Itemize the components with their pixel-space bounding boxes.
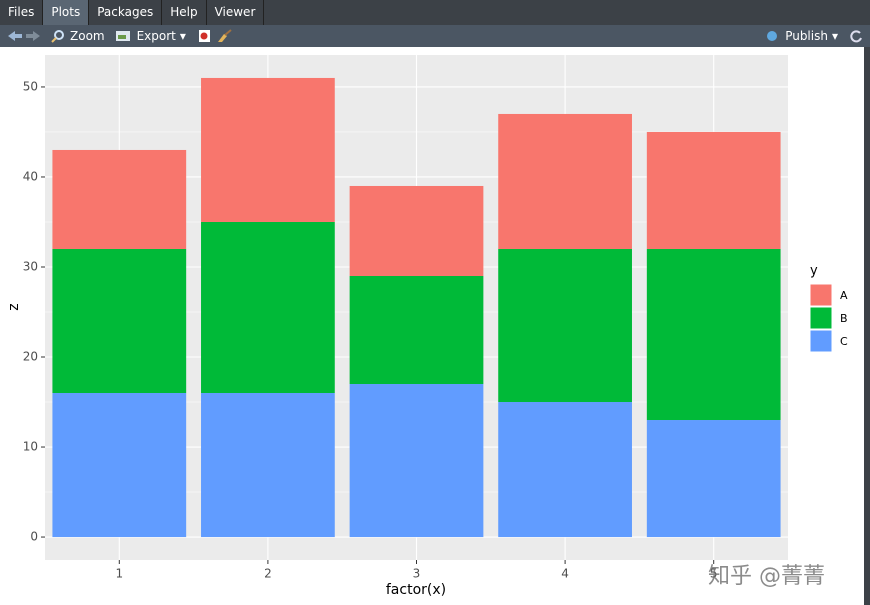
remove-plot-icon[interactable] [196, 29, 214, 43]
bar-segment [201, 393, 335, 538]
x-tick-label: 3 [413, 567, 421, 581]
chart: factor(x) z y 0 10 20 30 40 50 1 2 3 4 5 ABC [6, 55, 848, 598]
y-tick-label: 0 [30, 530, 38, 544]
x-axis-title: factor(x) [386, 582, 446, 598]
back-icon[interactable] [6, 29, 24, 43]
y-tick-label: 20 [23, 350, 38, 364]
legend-label: B [840, 312, 848, 325]
y-axis-title: z [6, 303, 22, 310]
dropdown-arrow: ▾ [179, 29, 186, 43]
bar-segment [349, 275, 484, 385]
bar-segment [498, 402, 632, 538]
forward-icon[interactable] [24, 29, 42, 43]
bar-segment [349, 384, 484, 538]
bar-segment [646, 131, 781, 249]
bar-segment [52, 393, 187, 538]
bar-segment [498, 113, 632, 249]
bar-segment [201, 77, 335, 222]
bar-segment [52, 149, 187, 249]
refresh-icon[interactable] [848, 29, 864, 43]
tab[interactable]: Packages [89, 0, 163, 25]
x-tick-label: 2 [264, 567, 272, 581]
bar-segment [646, 420, 781, 538]
tab[interactable]: Viewer [207, 0, 265, 25]
y-tick-label: 10 [23, 440, 38, 454]
legend-key [809, 283, 833, 307]
toolbar: Zoom Export ▾ Publish ▾ [0, 25, 870, 47]
x-tick-label: 5 [710, 567, 718, 581]
y-tick-label: 30 [23, 259, 38, 273]
legend-title: y [810, 264, 818, 279]
tab[interactable]: Help [162, 0, 207, 25]
legend-label: C [840, 335, 848, 348]
tab-bar: Files Plots Packages Help Viewer [0, 0, 870, 25]
window-border [864, 47, 870, 605]
publish-icon [767, 31, 778, 41]
publish-button[interactable]: Publish ▾ [765, 29, 838, 43]
export-label: Export [136, 29, 176, 43]
export-button[interactable]: Export ▾ [115, 29, 186, 43]
y-tick-label: 40 [23, 169, 38, 183]
zoom-label: Zoom [70, 29, 105, 43]
tab[interactable]: Files [0, 0, 44, 25]
legend-label: A [840, 289, 848, 302]
bar-segment [498, 248, 632, 403]
clear-icon[interactable] [214, 29, 236, 43]
bar-segment [349, 185, 484, 276]
tab[interactable]: Plots [43, 0, 90, 25]
watermark: 知乎 @菁菁 [708, 564, 825, 589]
bar-segment [646, 248, 781, 421]
bar-segment [52, 248, 187, 394]
bar-segment [201, 221, 335, 394]
x-tick-label: 4 [561, 567, 569, 581]
legend-key [809, 329, 833, 353]
publish-label: Publish [785, 29, 828, 43]
x-tick-label: 1 [115, 567, 123, 581]
y-tick-label: 50 [23, 79, 38, 93]
export-icon [115, 31, 130, 41]
legend-key [809, 306, 833, 330]
zoom-icon [51, 30, 64, 43]
zoom-button[interactable]: Zoom [50, 29, 105, 43]
dropdown-arrow: ▾ [831, 29, 838, 43]
